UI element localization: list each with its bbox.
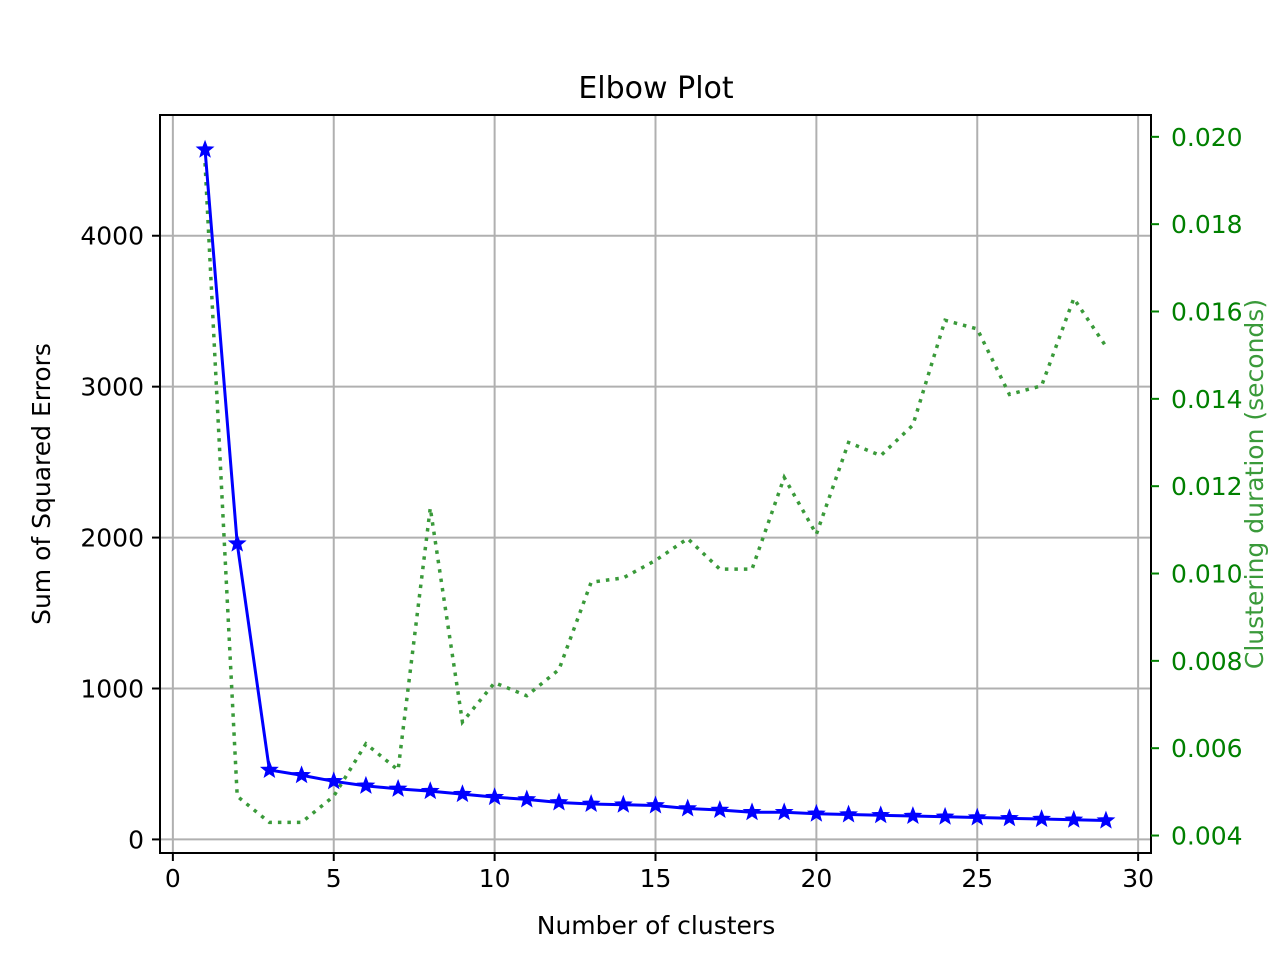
ticks: 0 5 10 15 20 25 30 0 1000 2000 3000 4000 0.004 0.006 0… [80, 123, 1242, 893]
y2-axis-label: Clustering duration (seconds) [1240, 299, 1269, 669]
sse-point-marker [839, 804, 858, 823]
x-tick-label: 10 [479, 864, 511, 893]
sse-point-marker [1096, 810, 1116, 829]
sse-point-marker [806, 803, 826, 822]
y-tick-label: 1000 [80, 674, 144, 703]
x-tick-label: 5 [326, 864, 342, 893]
sse-point-marker [195, 139, 215, 158]
x-tick-label: 0 [165, 864, 181, 893]
y2-tick-label: 0.018 [1171, 210, 1243, 239]
sse-point-marker [324, 771, 344, 790]
sse-point-marker [999, 808, 1019, 827]
sse-point-marker [356, 775, 376, 794]
y2-tick-label: 0.012 [1171, 472, 1243, 501]
sse-point-marker [517, 789, 537, 808]
sse-point-marker [388, 778, 408, 797]
sse-point-marker [967, 807, 987, 826]
y2-tick-label: 0.010 [1171, 560, 1243, 589]
x-tick-label: 20 [800, 864, 832, 893]
sse-point-marker [903, 806, 923, 825]
sse-point-marker [613, 794, 633, 813]
x-tick-label: 15 [640, 864, 672, 893]
series-layer [195, 139, 1116, 829]
x-tick-label: 25 [961, 864, 993, 893]
y2-tick-label: 0.014 [1171, 385, 1243, 414]
y2-tick-label: 0.004 [1171, 822, 1243, 851]
sse-point-marker [227, 533, 247, 552]
y2-tick-label: 0.020 [1171, 123, 1243, 152]
sse-point-marker [581, 794, 601, 812]
sse-point-marker [420, 781, 440, 800]
x-axis-label: Number of clusters [537, 911, 775, 940]
x-tick-label: 30 [1122, 864, 1154, 893]
sse-point-marker [935, 806, 955, 825]
sse-point-marker [292, 765, 312, 784]
y-tick-label: 3000 [80, 373, 144, 402]
sse-point-marker [259, 760, 279, 779]
sse-point-marker [871, 805, 891, 824]
sse-point-marker [774, 802, 794, 821]
sse-point-marker [1064, 809, 1084, 828]
y-tick-label: 4000 [80, 222, 144, 251]
y2-tick-label: 0.016 [1171, 298, 1243, 327]
sse-point-marker [646, 795, 665, 814]
sse-point-marker [485, 787, 505, 806]
sse-point-marker [1032, 809, 1052, 828]
y2-tick-label: 0.008 [1171, 647, 1243, 676]
sse-point-marker [678, 798, 698, 817]
sse-point-marker [549, 792, 569, 811]
y-tick-label: 0 [128, 825, 144, 854]
y-axis-label: Sum of Squared Errors [27, 343, 56, 625]
y-tick-label: 2000 [80, 524, 144, 553]
sse-point-marker [742, 802, 762, 821]
y2-tick-label: 0.006 [1171, 734, 1243, 763]
duration-series-line [203, 162, 1108, 825]
sse-point-marker [453, 784, 472, 803]
grid [160, 115, 1151, 853]
chart-title: Elbow Plot [578, 71, 734, 106]
sse-point-marker [710, 800, 730, 819]
